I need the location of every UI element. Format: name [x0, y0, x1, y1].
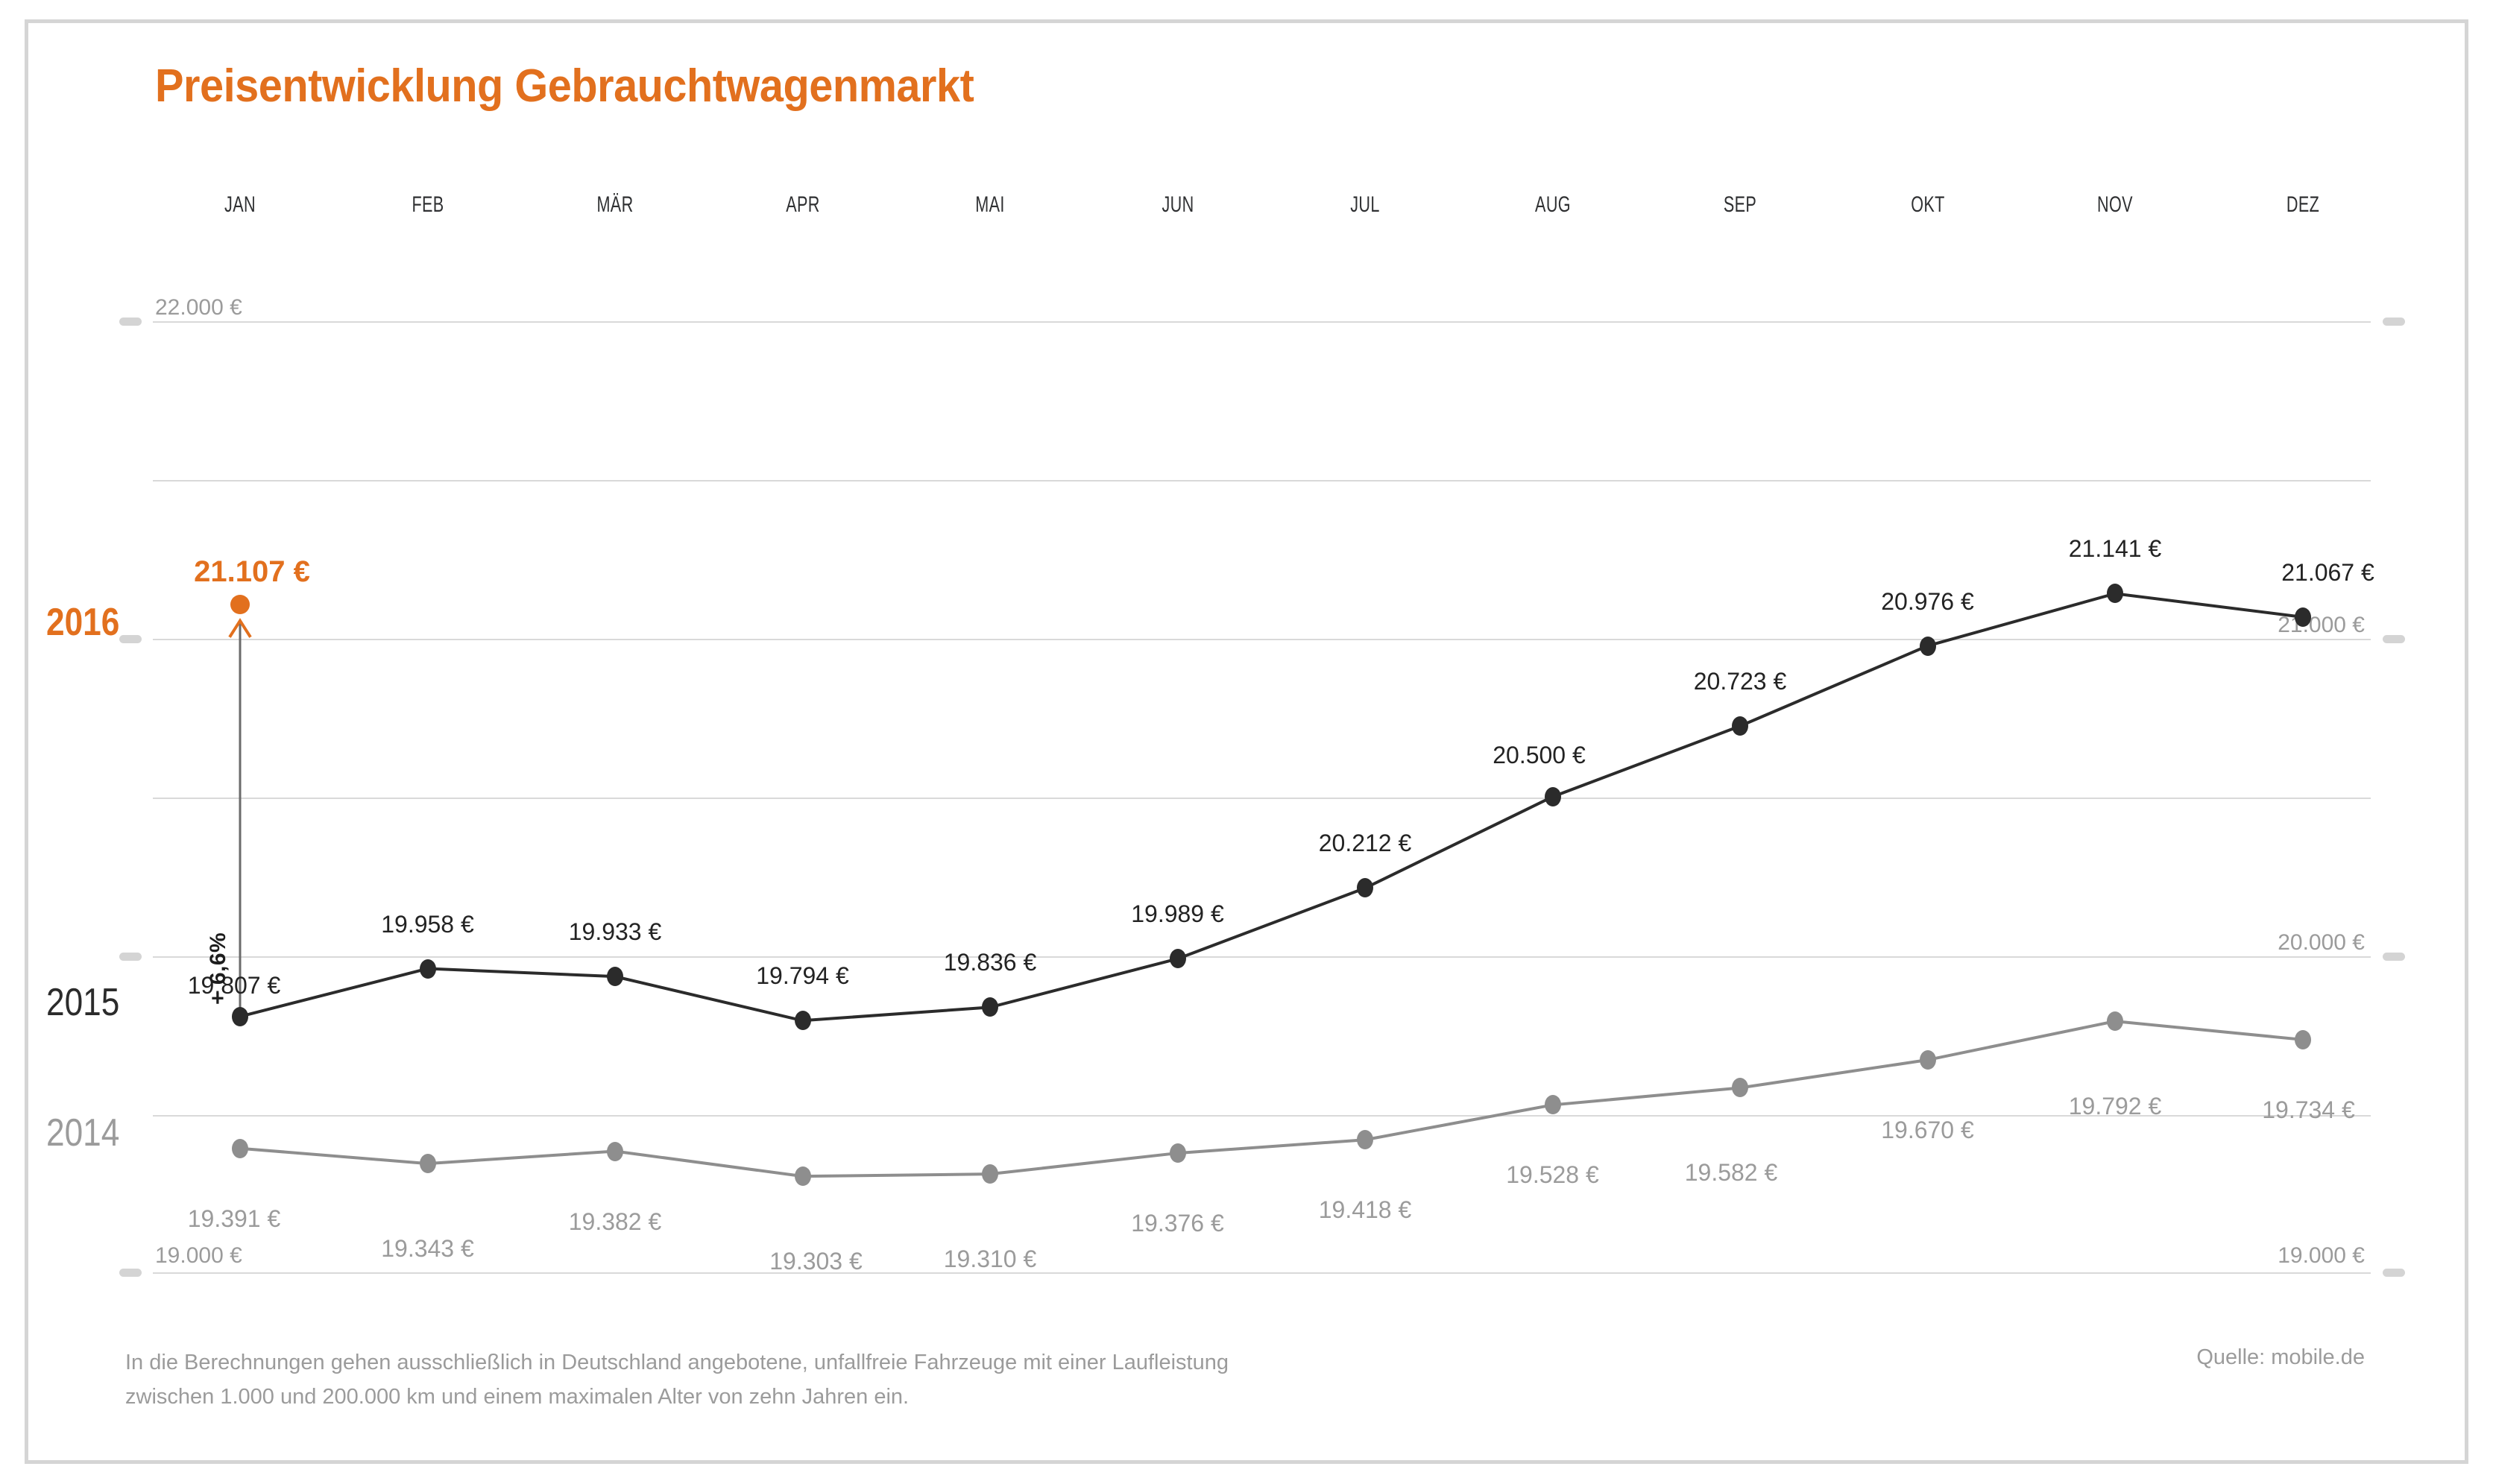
- data-point-2015-sep: [1732, 716, 1748, 736]
- data-label-2015-jan: 19.807 €: [187, 971, 281, 999]
- x-axis-label-aug: AUG: [1534, 192, 1571, 217]
- data-label-2014-jul: 19.418 €: [1318, 1196, 1412, 1224]
- data-point-2014-jun: [1169, 1143, 1186, 1163]
- data-point-2014-sep: [1732, 1078, 1748, 1098]
- x-axis-label-dez: DEZ: [2286, 192, 2319, 217]
- source-text: Quelle: mobile.de: [2196, 1345, 2365, 1369]
- x-axis-label-apr: APR: [785, 192, 820, 217]
- highlight-value-2016: 21.107 €: [194, 555, 310, 588]
- data-label-2014-nov: 19.792 €: [2068, 1093, 2162, 1120]
- data-point-2015-nov: [2107, 584, 2123, 604]
- x-axis-label-nov: NOV: [2097, 192, 2133, 217]
- data-label-2014-jun: 19.376 €: [1131, 1210, 1224, 1237]
- x-axis-label-sep: SEP: [1723, 192, 1757, 217]
- data-label-2015-feb: 19.958 €: [381, 910, 474, 938]
- data-label-2014-okt: 19.670 €: [1881, 1117, 1974, 1144]
- data-point-2014-nov: [2107, 1011, 2123, 1032]
- data-label-2015-sep: 20.723 €: [1693, 668, 1787, 695]
- data-point-2014-feb: [419, 1154, 436, 1174]
- x-axis-label-mai: MAI: [975, 192, 1005, 217]
- data-point-2015-mär: [607, 967, 623, 987]
- data-point-2014-mai: [982, 1164, 998, 1184]
- x-axis-label-feb: FEB: [411, 192, 444, 217]
- data-label-2015-mär: 19.933 €: [568, 918, 662, 946]
- x-axis-label-mär: MÄR: [596, 192, 634, 217]
- x-axis-label-okt: OKT: [1910, 192, 1945, 217]
- data-point-2014-okt: [1919, 1050, 1936, 1070]
- data-label-2015-apr: 19.794 €: [756, 962, 849, 990]
- year-label-2016: 2016: [46, 601, 120, 644]
- data-point-2014-mär: [607, 1141, 623, 1161]
- x-axis-label-jun: JUN: [1161, 192, 1194, 217]
- data-point-2015-apr: [794, 1011, 811, 1031]
- data-label-2014-mai: 19.310 €: [943, 1245, 1037, 1273]
- year-label-2014: 2014: [46, 1111, 120, 1155]
- x-axis-label-jan: JAN: [224, 192, 256, 217]
- year-label-2015: 2015: [46, 981, 120, 1024]
- data-label-2015-mai: 19.836 €: [943, 949, 1037, 976]
- data-label-2014-dez: 19.734 €: [2262, 1096, 2355, 1123]
- growth-percentage-label: + 6,6%: [206, 932, 230, 1005]
- data-label-2014-aug: 19.528 €: [1506, 1161, 1599, 1189]
- x-axis-label-jul: JUL: [1350, 192, 1380, 217]
- data-point-2015-dez: [2294, 607, 2311, 627]
- data-label-2014-sep: 19.582 €: [1684, 1159, 1778, 1187]
- data-point-2014-jan: [232, 1138, 248, 1158]
- data-label-2014-jan: 19.391 €: [187, 1204, 281, 1232]
- data-label-2014-apr: 19.303 €: [769, 1248, 863, 1275]
- data-point-2015-mai: [982, 997, 998, 1017]
- data-point-2014-jul: [1357, 1130, 1373, 1150]
- data-label-2015-jun: 19.989 €: [1131, 900, 1224, 928]
- data-point-2015-aug: [1544, 787, 1561, 806]
- data-label-2015-jul: 20.212 €: [1318, 830, 1412, 857]
- data-label-2015-okt: 20.976 €: [1881, 587, 1974, 615]
- data-point-2014-dez: [2294, 1029, 2311, 1049]
- footnote-text: In die Berechnungen gehen ausschließlich…: [125, 1351, 1229, 1409]
- page-title: Preisentwicklung Gebrauchtwagenmarkt: [155, 60, 974, 112]
- data-point-2015-jun: [1169, 949, 1186, 969]
- data-point-2015-feb: [419, 959, 436, 979]
- data-point-2015-jul: [1357, 878, 1373, 898]
- data-label-2015-dez: 21.067 €: [2281, 558, 2374, 586]
- data-point-2014-aug: [1544, 1095, 1561, 1115]
- data-point-2015-okt: [1919, 636, 1936, 656]
- data-point-2015-jan: [232, 1006, 248, 1026]
- data-label-2015-nov: 21.141 €: [2068, 535, 2162, 563]
- data-label-2014-feb: 19.343 €: [381, 1235, 474, 1263]
- data-point-2016-jan: [230, 594, 250, 614]
- data-point-2014-apr: [794, 1166, 811, 1187]
- data-label-2015-aug: 20.500 €: [1493, 742, 1586, 768]
- data-label-2014-mär: 19.382 €: [568, 1207, 662, 1235]
